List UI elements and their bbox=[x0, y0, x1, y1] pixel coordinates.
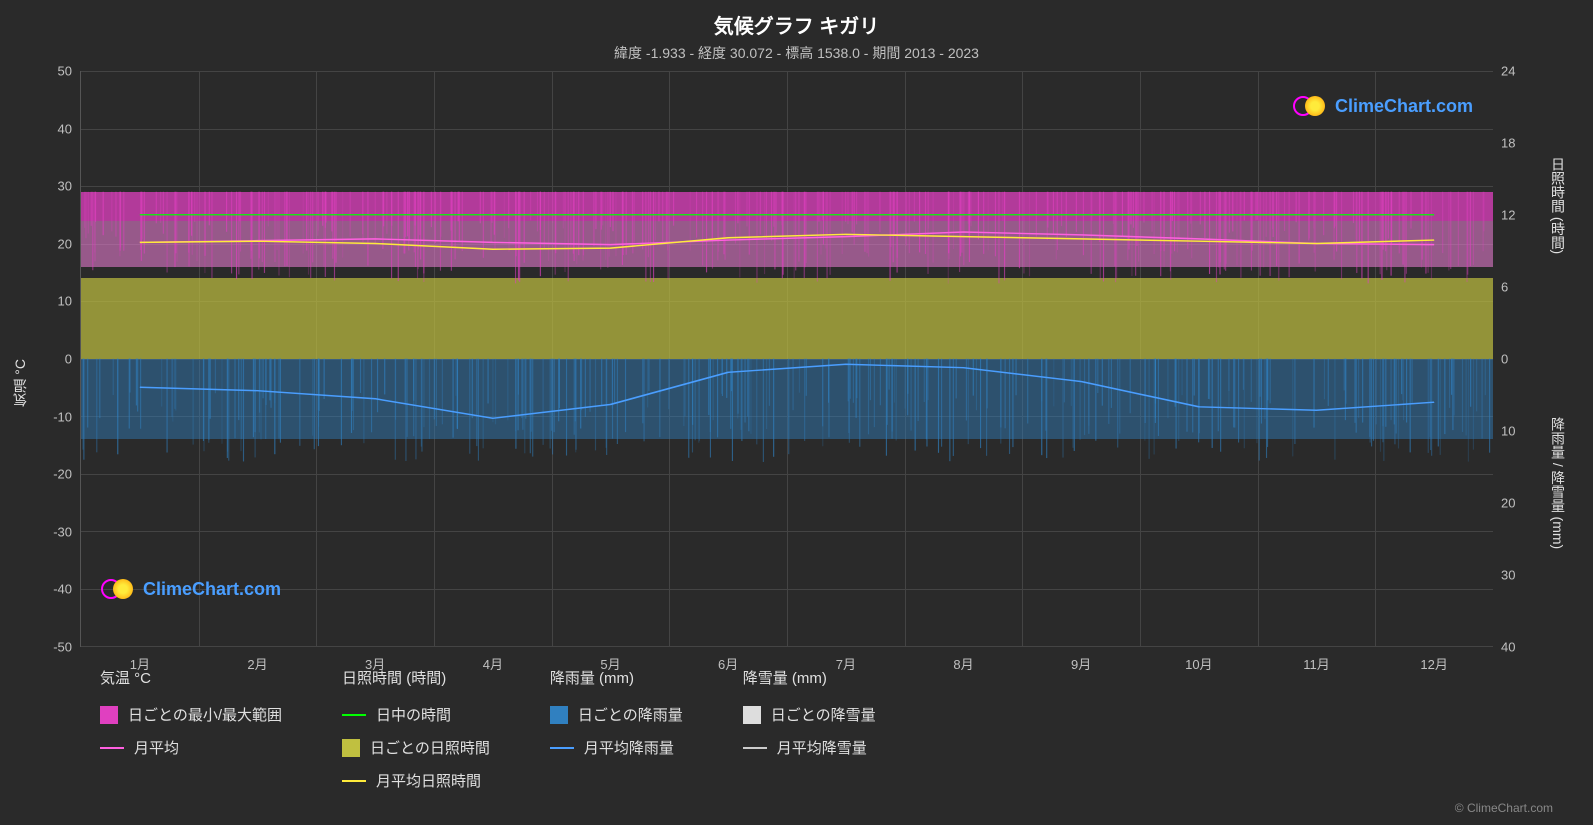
legend-label: 月平均 bbox=[134, 737, 179, 758]
legend-column: 気温 °C日ごとの最小/最大範囲月平均 bbox=[100, 667, 282, 791]
tick-right-rain: 40 bbox=[1501, 640, 1515, 655]
temp-band-mid bbox=[81, 221, 1493, 267]
tick-left: 10 bbox=[58, 294, 72, 309]
tick-right-sun: 6 bbox=[1501, 280, 1508, 295]
legend-swatch bbox=[342, 780, 366, 782]
legend-swatch bbox=[100, 747, 124, 749]
legend-swatch bbox=[342, 739, 360, 757]
chart-header: 気候グラフ キガリ 緯度 -1.933 - 経度 30.072 - 標高 153… bbox=[20, 10, 1573, 63]
tick-left: -40 bbox=[53, 582, 72, 597]
legend-label: 月平均日照時間 bbox=[376, 770, 481, 791]
legend-item: 月平均日照時間 bbox=[342, 770, 490, 791]
legend-item: 日ごとの降雪量 bbox=[743, 704, 876, 725]
legend-column: 日照時間 (時間)日中の時間日ごとの日照時間月平均日照時間 bbox=[342, 667, 490, 791]
tick-month: 2月 bbox=[247, 654, 267, 673]
tick-month: 6月 bbox=[718, 654, 738, 673]
chart-area: 気温 °C -50-40-30-20-1001020304050 1月2月3月4… bbox=[20, 71, 1573, 647]
plot-area: 1月2月3月4月5月6月7月8月9月10月11月12月ClimeChart.co… bbox=[80, 71, 1493, 647]
y-axis-left: 気温 °C -50-40-30-20-1001020304050 bbox=[20, 71, 80, 647]
chart-subtitle: 緯度 -1.933 - 経度 30.072 - 標高 1538.0 - 期間 2… bbox=[20, 43, 1573, 63]
tick-month: 10月 bbox=[1185, 654, 1212, 673]
tick-left: -50 bbox=[53, 640, 72, 655]
gridline-h bbox=[81, 646, 1493, 647]
chart-container: 気候グラフ キガリ 緯度 -1.933 - 経度 30.072 - 標高 153… bbox=[0, 0, 1593, 825]
y-axis-left-label: 気温 °C bbox=[10, 359, 30, 407]
legend-label: 日ごとの降雪量 bbox=[771, 704, 876, 725]
tick-right-rain: 10 bbox=[1501, 424, 1515, 439]
tick-month: 8月 bbox=[953, 654, 973, 673]
legend-item: 月平均 bbox=[100, 737, 282, 758]
legend-swatch bbox=[342, 714, 366, 716]
legend-item: 日ごとの日照時間 bbox=[342, 737, 490, 758]
legend-item: 日ごとの降雨量 bbox=[550, 704, 683, 725]
tick-month: 9月 bbox=[1071, 654, 1091, 673]
legend-swatch bbox=[743, 706, 761, 724]
y-axis-right-label-sun: 日照時間 (時間) bbox=[1548, 157, 1568, 254]
tick-right-rain: 20 bbox=[1501, 496, 1515, 511]
legend-column: 降雨量 (mm)日ごとの降雨量月平均降雨量 bbox=[550, 667, 683, 791]
tick-month: 12月 bbox=[1420, 654, 1447, 673]
legend-label: 日ごとの最小/最大範囲 bbox=[128, 704, 282, 725]
tick-left: -20 bbox=[53, 467, 72, 482]
tick-month: 7月 bbox=[836, 654, 856, 673]
legend-column: 降雪量 (mm)日ごとの降雪量月平均降雪量 bbox=[743, 667, 876, 791]
legend-swatch bbox=[550, 706, 568, 724]
tick-month: 1月 bbox=[130, 654, 150, 673]
y-axis-right: 日照時間 (時間) 降雨量 / 降雪量 (mm) 061218241020304… bbox=[1493, 71, 1573, 647]
tick-left: 30 bbox=[58, 179, 72, 194]
tick-right-rain: 30 bbox=[1501, 568, 1515, 583]
sun-band bbox=[81, 278, 1493, 359]
tick-month: 4月 bbox=[483, 654, 503, 673]
watermark-logo-icon bbox=[101, 577, 137, 601]
tick-right-sun: 0 bbox=[1501, 352, 1508, 367]
footer-credit: © ClimeChart.com bbox=[20, 801, 1573, 815]
tick-left: -30 bbox=[53, 524, 72, 539]
tick-left: 20 bbox=[58, 236, 72, 251]
watermark-text: ClimeChart.com bbox=[143, 579, 281, 600]
y-axis-right-label-rain: 降雨量 / 降雪量 (mm) bbox=[1548, 417, 1568, 549]
tick-right-sun: 12 bbox=[1501, 208, 1515, 223]
watermark-text: ClimeChart.com bbox=[1335, 96, 1473, 117]
tick-left: 40 bbox=[58, 121, 72, 136]
legend-swatch bbox=[550, 747, 574, 749]
legend-item: 月平均降雪量 bbox=[743, 737, 876, 758]
legend-label: 月平均降雪量 bbox=[777, 737, 867, 758]
tick-right-sun: 24 bbox=[1501, 64, 1515, 79]
tick-month: 11月 bbox=[1303, 654, 1330, 673]
tick-month: 3月 bbox=[365, 654, 385, 673]
rain-band bbox=[81, 359, 1493, 440]
tick-right-sun: 18 bbox=[1501, 136, 1515, 151]
tick-left: 0 bbox=[65, 352, 72, 367]
tick-left: 50 bbox=[58, 64, 72, 79]
legend-swatch bbox=[100, 706, 118, 724]
legend-item: 日ごとの最小/最大範囲 bbox=[100, 704, 282, 725]
legend-item: 月平均降雨量 bbox=[550, 737, 683, 758]
legend-swatch bbox=[743, 747, 767, 749]
watermark: ClimeChart.com bbox=[101, 577, 281, 601]
tick-left: -10 bbox=[53, 409, 72, 424]
legend-label: 月平均降雨量 bbox=[584, 737, 674, 758]
watermark: ClimeChart.com bbox=[1293, 94, 1473, 118]
chart-title: 気候グラフ キガリ bbox=[20, 10, 1573, 39]
temp-band-upper bbox=[81, 192, 1493, 221]
legend-label: 日ごとの日照時間 bbox=[370, 737, 490, 758]
legend-label: 日中の時間 bbox=[376, 704, 451, 725]
tick-month: 5月 bbox=[600, 654, 620, 673]
watermark-logo-icon bbox=[1293, 94, 1329, 118]
legend-label: 日ごとの降雨量 bbox=[578, 704, 683, 725]
legend-item: 日中の時間 bbox=[342, 704, 490, 725]
